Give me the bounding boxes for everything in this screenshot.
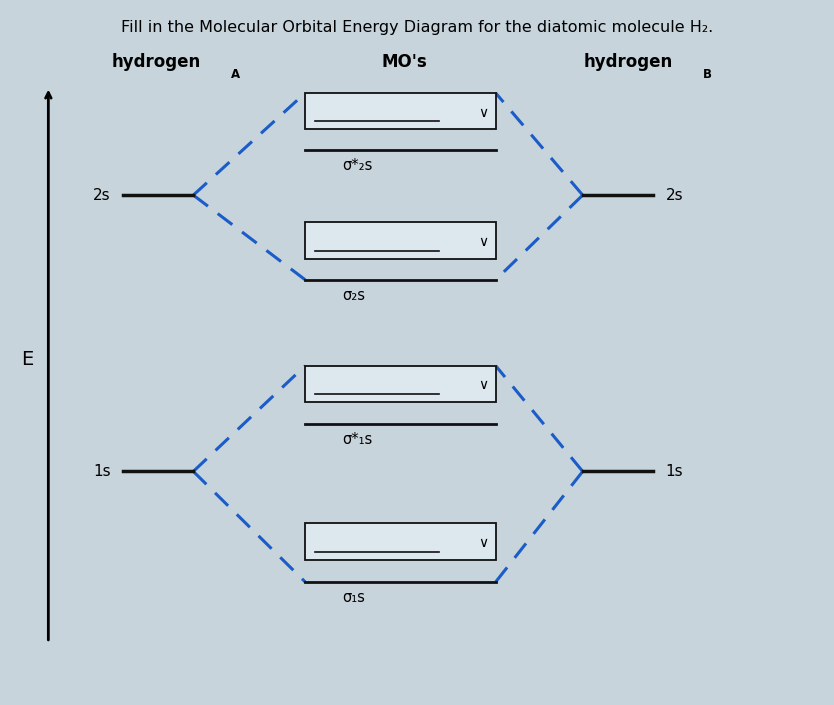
Text: ∨: ∨ [478,235,489,249]
Text: MO's: MO's [382,54,428,71]
Text: hydrogen: hydrogen [112,54,201,71]
Text: σ*₁s: σ*₁s [343,432,373,447]
Bar [305,366,495,402]
Text: E: E [22,350,33,369]
Text: B: B [703,68,711,81]
Text: σ₁s: σ₁s [343,590,365,606]
Bar [305,523,495,560]
Text: ∨: ∨ [478,379,489,393]
Bar [305,222,495,259]
Text: A: A [230,68,239,81]
Text: 2s: 2s [93,188,110,202]
Text: 1s: 1s [93,464,110,479]
Text: hydrogen: hydrogen [584,54,673,71]
Text: σ₂s: σ₂s [343,288,365,303]
Text: σ*₂s: σ*₂s [343,158,373,173]
Text: 1s: 1s [666,464,683,479]
Text: ∨: ∨ [478,106,489,120]
Text: Fill in the Molecular Orbital Energy Diagram for the diatomic molecule H₂.: Fill in the Molecular Orbital Energy Dia… [121,20,713,35]
Text: ∨: ∨ [478,536,489,550]
Text: 2s: 2s [666,188,683,202]
Bar [305,93,495,130]
